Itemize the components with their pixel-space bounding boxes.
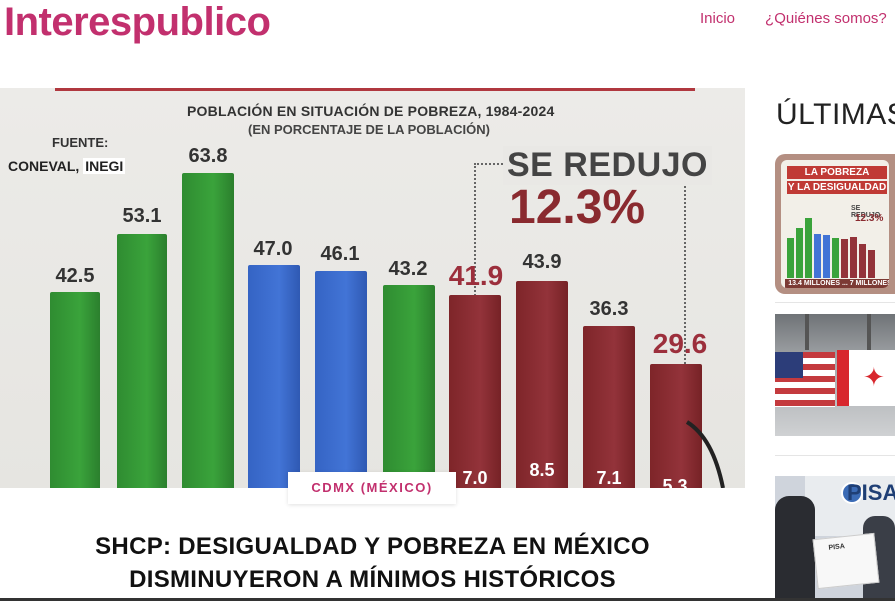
mini-bar [796, 228, 803, 278]
infographic-source-label: FUENTE: [52, 135, 109, 150]
mini-bar [814, 234, 821, 278]
bar-7-bottom-label: 7.0 [462, 468, 488, 488]
bar-9 [583, 326, 635, 488]
bar-2-label: 53.1 [122, 205, 162, 227]
source-inegi: INEGI [83, 158, 126, 174]
bar-7 [449, 295, 501, 488]
bar-3-label: 63.8 [188, 145, 228, 167]
bar-1-label: 42.5 [55, 265, 95, 287]
infographic-title: POBLACIÓN EN SITUACIÓN DE POBREZA, 1984-… [187, 103, 555, 119]
featured-image[interactable]: POBLACIÓN EN SITUACIÓN DE POBREZA, 1984-… [0, 88, 745, 488]
thumb-reduction-label: SE REDUJO [851, 205, 881, 219]
source-coneval: CONEVAL, [8, 158, 80, 174]
mini-bar [823, 235, 830, 278]
bar-6 [383, 285, 435, 488]
bar-5 [315, 271, 367, 488]
sidebar-divider [775, 302, 895, 303]
bar-9-label: 36.3 [589, 298, 629, 320]
bar-6-label: 43.2 [388, 258, 428, 280]
mini-bar [841, 239, 848, 278]
mini-bar [805, 218, 812, 278]
bar-8-label: 43.9 [522, 251, 562, 273]
thumb-infographic: LA POBREZA Y LA DESIGUALDAD SE REDUJO 12… [781, 160, 889, 288]
person-silhouette [775, 496, 815, 601]
sidebar-heading: ÚLTIMAS [776, 98, 895, 131]
reduction-label: SE REDUJO [503, 146, 712, 185]
infographic-source: CONEVAL, INEGI [8, 158, 126, 174]
infographic-top-rule [55, 88, 695, 91]
mini-bar [787, 238, 794, 278]
bar-9-bottom-label: 7.1 [596, 468, 622, 488]
mini-bar [868, 250, 875, 278]
mini-bar [832, 238, 839, 278]
thumb-reduction-value: 12.3% [855, 213, 884, 224]
featured-headline[interactable]: SHCP: DESIGUALDAD Y POBREZA EN MÉXICO DI… [95, 533, 650, 593]
thumb-title-line-2: Y LA DESIGUALDAD [787, 181, 887, 194]
bar-3 [182, 173, 234, 488]
nav-item-quienes-somos[interactable]: ¿Quiénes somos? [765, 10, 887, 27]
nav-item-inicio[interactable]: Inicio [700, 10, 736, 27]
sidebar-thumb-pisa[interactable]: PISA PISA [775, 476, 895, 601]
infographic-subtitle: (EN PORCENTAJE DE LA POBLACIÓN) [248, 122, 490, 137]
sidebar-divider [775, 455, 895, 456]
bar-5-label: 46.1 [320, 243, 360, 265]
bar-2 [117, 234, 167, 488]
page-bottom-edge [0, 598, 895, 601]
us-flag-icon [775, 352, 835, 407]
bar-8 [516, 281, 568, 488]
exam-paper: PISA [812, 532, 880, 590]
maple-leaf-icon: ✦ [863, 362, 885, 392]
bar-10-bottom-label: 5.3 [662, 476, 688, 488]
main-nav: Inicio ¿Quiénes somos? [700, 10, 887, 28]
bar-1 [50, 292, 100, 488]
exam-paper-text: PISA [828, 543, 846, 552]
sidebar-thumb-poverty[interactable]: LA POBREZA Y LA DESIGUALDAD SE REDUJO 12… [775, 154, 895, 294]
pisa-logo: PISA [847, 480, 895, 505]
mini-bar [850, 237, 857, 278]
category-badge[interactable]: CDMX (MÉXICO) [288, 472, 456, 504]
bar-4 [248, 265, 300, 488]
globe-icon [841, 482, 863, 504]
mini-bar [859, 244, 866, 278]
us-flag-canton [775, 352, 803, 378]
pisa-banner: PISA [805, 476, 895, 536]
bar-8-bottom-label: 8.5 [529, 460, 555, 480]
thumb-title-line-1: LA POBREZA [787, 166, 887, 179]
bar-7-label: 41.9 [448, 260, 504, 291]
thumb-title: LA POBREZA Y LA DESIGUALDAD [787, 166, 887, 196]
thumb-footer: 13.4 MILLONES ... 7 MILLONES [785, 279, 889, 288]
bar-10-label: 29.6 [652, 328, 708, 359]
crane-hook [867, 314, 871, 350]
crane-hook [805, 314, 809, 350]
sidebar-thumb-flags[interactable]: ✦ [775, 314, 895, 436]
canada-flag-icon: ✦ [837, 350, 895, 406]
bar-4-label: 47.0 [253, 238, 293, 260]
site-title[interactable]: Interespublico [4, 0, 271, 44]
arrow-curve-icon [685, 420, 725, 488]
reduction-value: 12.3% [509, 181, 646, 234]
